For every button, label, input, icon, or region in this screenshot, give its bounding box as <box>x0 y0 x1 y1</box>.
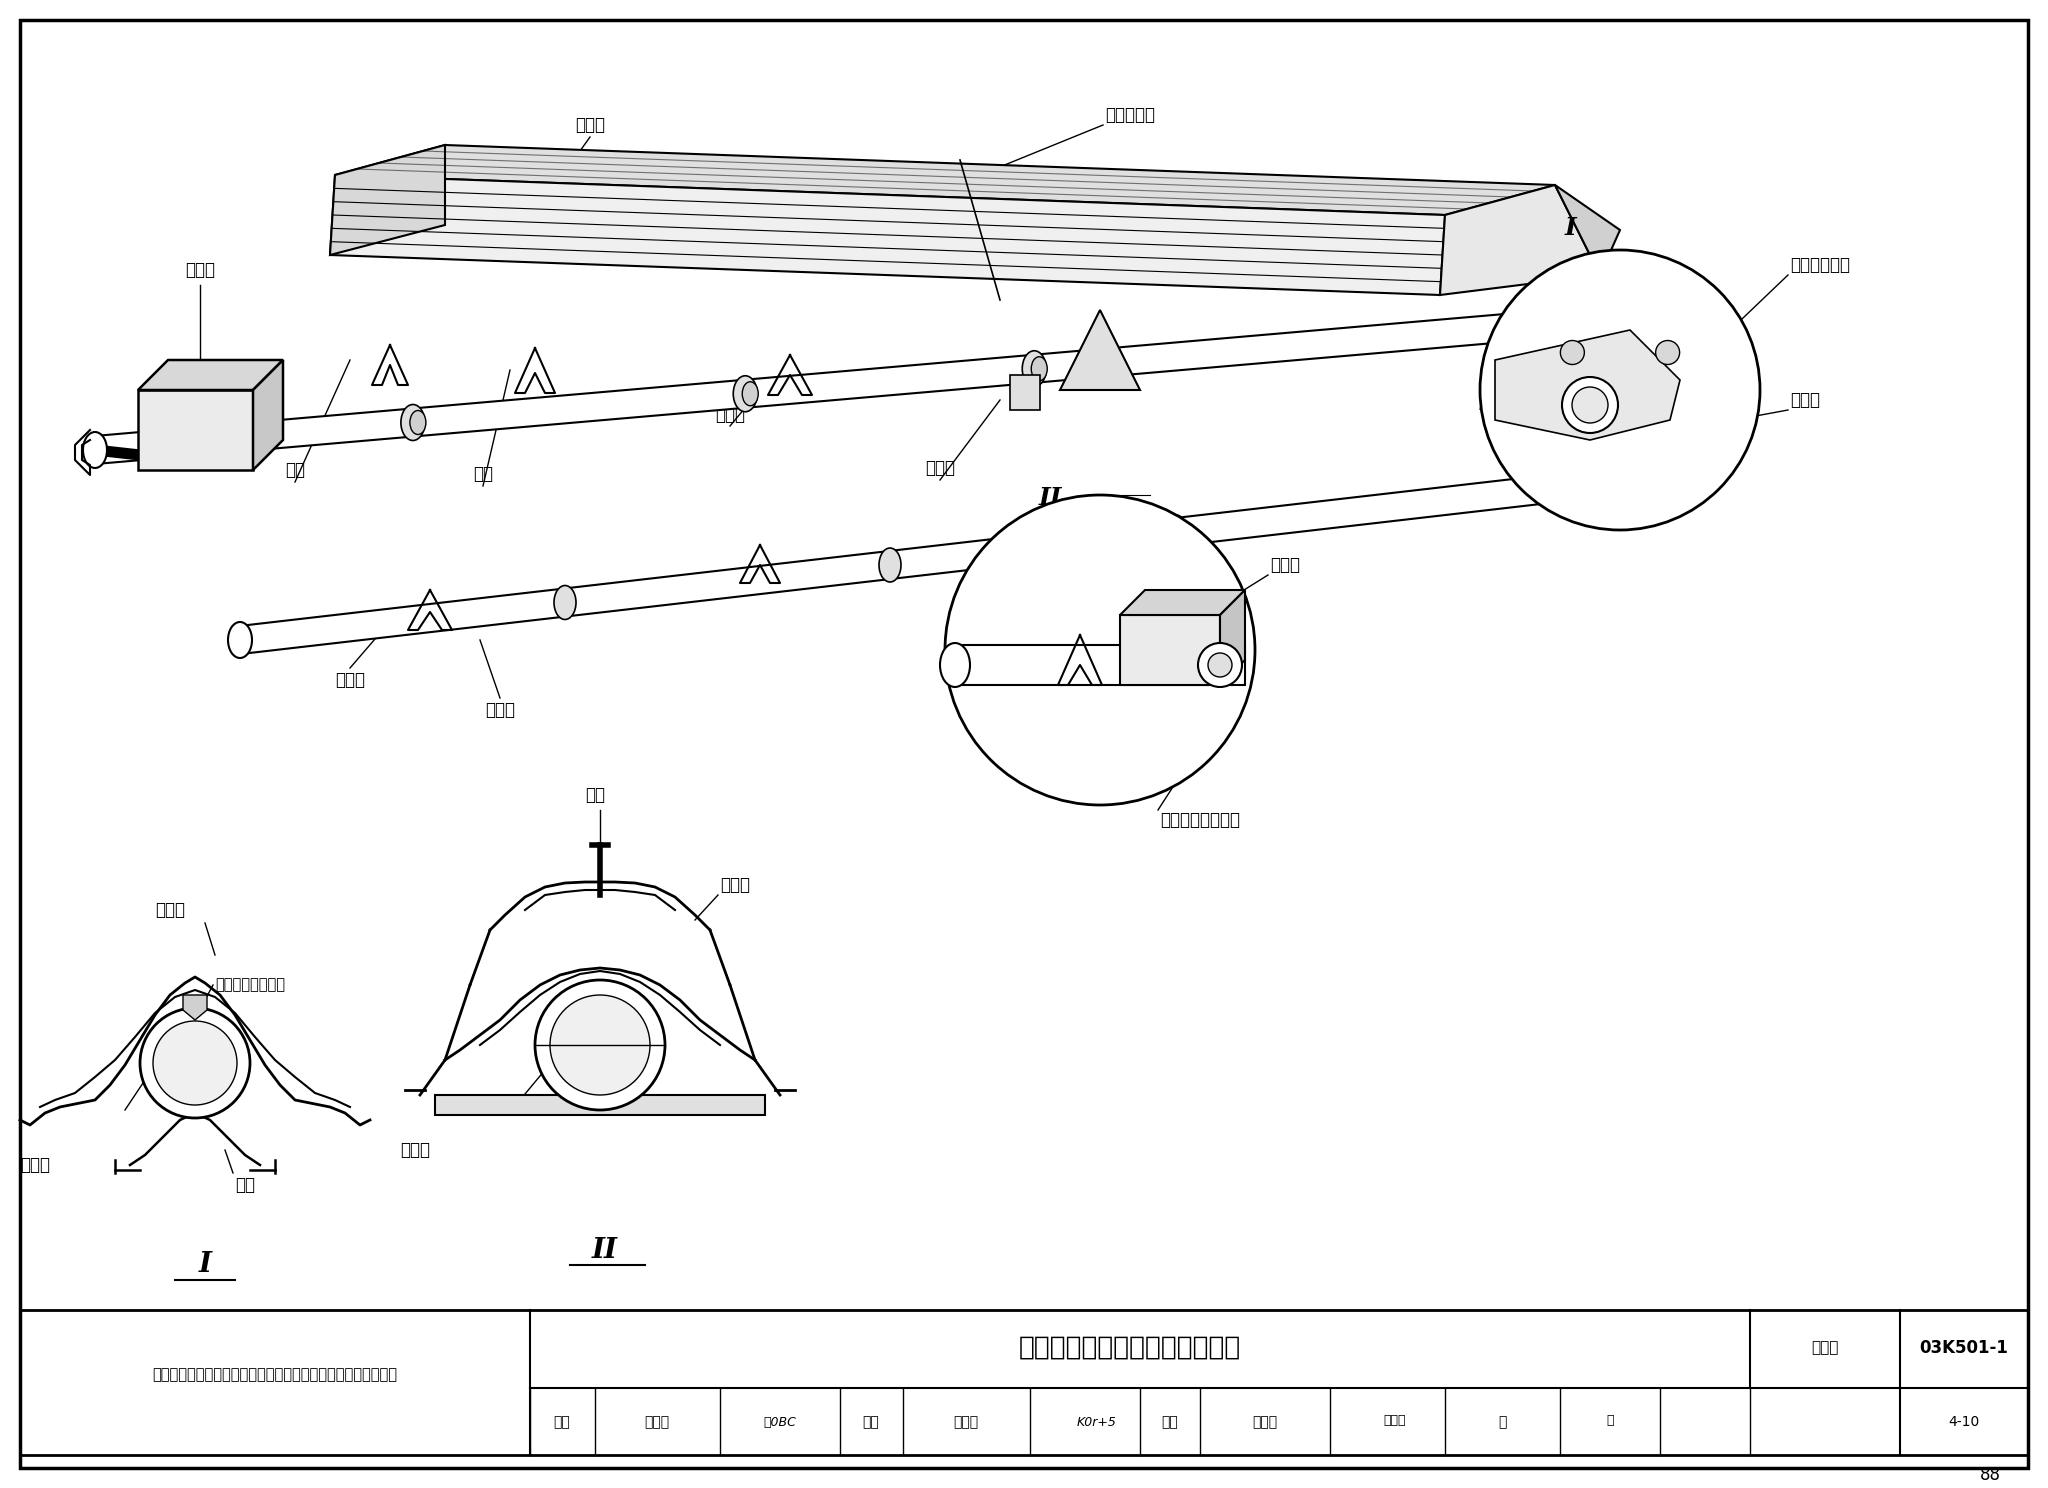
Text: 反射板搭接: 反射板搭接 <box>1106 106 1155 124</box>
Text: 反射板: 反射板 <box>575 116 604 134</box>
Polygon shape <box>238 476 1542 653</box>
Circle shape <box>154 1021 238 1106</box>
Text: 戴海洋: 戴海洋 <box>1384 1414 1407 1427</box>
Text: K0r+5: K0r+5 <box>1077 1415 1116 1428</box>
Ellipse shape <box>1032 357 1047 381</box>
Polygon shape <box>1120 591 1245 615</box>
Polygon shape <box>254 360 283 470</box>
Polygon shape <box>330 176 1446 295</box>
Polygon shape <box>954 644 1245 684</box>
Text: 辐射管末端通风扇: 辐射管末端通风扇 <box>1159 811 1239 829</box>
Text: 辐射管: 辐射管 <box>20 1156 49 1174</box>
Text: 托架: 托架 <box>236 1176 256 1193</box>
Text: I: I <box>1565 216 1575 240</box>
Text: II: II <box>1038 487 1061 510</box>
Text: 审核: 审核 <box>553 1415 571 1428</box>
Polygon shape <box>1440 185 1599 295</box>
Text: 4-10: 4-10 <box>1948 1415 1980 1428</box>
Ellipse shape <box>741 382 758 406</box>
Text: 页: 页 <box>1497 1415 1505 1428</box>
Circle shape <box>1573 387 1608 423</box>
Text: I: I <box>199 1251 211 1278</box>
Ellipse shape <box>555 585 575 619</box>
Ellipse shape <box>1165 515 1188 549</box>
Polygon shape <box>1495 330 1679 440</box>
Circle shape <box>551 995 649 1095</box>
Ellipse shape <box>227 622 252 658</box>
Polygon shape <box>1554 185 1620 275</box>
Ellipse shape <box>84 432 106 469</box>
Circle shape <box>139 1007 250 1117</box>
Polygon shape <box>94 311 1542 464</box>
Text: 反射板: 反射板 <box>721 876 750 894</box>
Text: 反射板末端盖: 反射板末端盖 <box>1790 256 1849 274</box>
Circle shape <box>1655 341 1679 365</box>
Circle shape <box>1198 643 1241 687</box>
Ellipse shape <box>1022 351 1047 387</box>
Text: 戴: 戴 <box>1606 1414 1614 1427</box>
Text: 紧螺丝: 紧螺丝 <box>715 406 745 424</box>
Circle shape <box>535 981 666 1110</box>
Text: 03K501-1: 03K501-1 <box>1919 1339 2009 1357</box>
Text: 紧螺丝: 紧螺丝 <box>1790 391 1821 409</box>
Bar <box>1010 375 1040 411</box>
Text: 辐射管: 辐射管 <box>399 1141 430 1159</box>
Polygon shape <box>330 144 444 254</box>
Text: 反射板: 反射板 <box>156 902 184 920</box>
Text: 用六角头螺栓上紧: 用六角头螺栓上紧 <box>215 978 285 992</box>
Ellipse shape <box>410 411 426 434</box>
Text: 吐架: 吐架 <box>586 786 604 804</box>
Text: 设计: 设计 <box>1161 1415 1178 1428</box>
Polygon shape <box>336 144 1554 214</box>
Text: 燃气辐射供暖系统装配图（三）: 燃气辐射供暖系统装配图（三） <box>1018 1335 1241 1362</box>
Circle shape <box>944 496 1255 805</box>
Circle shape <box>1563 376 1618 433</box>
Text: 注：本图根据青岛森普热能有限公司青岛办事处提供资料编制。: 注：本图根据青岛森普热能有限公司青岛办事处提供资料编制。 <box>152 1367 397 1382</box>
Text: 发生器: 发生器 <box>1270 557 1300 574</box>
Text: 白小步: 白小步 <box>954 1415 979 1428</box>
Polygon shape <box>1061 310 1141 390</box>
Text: 托架: 托架 <box>473 464 494 484</box>
Text: 戴海洋: 戴海洋 <box>1253 1415 1278 1428</box>
Ellipse shape <box>401 405 424 440</box>
Text: 胡卫卫: 胡卫卫 <box>645 1415 670 1428</box>
Circle shape <box>1561 341 1585 365</box>
Bar <box>434 1095 766 1115</box>
Text: 校对: 校对 <box>862 1415 879 1428</box>
Text: 吐架: 吐架 <box>285 461 305 479</box>
Polygon shape <box>182 995 207 1019</box>
Text: 辐射管: 辐射管 <box>485 701 514 719</box>
Text: 88: 88 <box>1980 1466 2001 1484</box>
Circle shape <box>1481 250 1759 530</box>
Text: 发生器: 发生器 <box>184 260 215 280</box>
Bar <box>1120 615 1221 684</box>
Text: 刘0BC: 刘0BC <box>764 1415 797 1428</box>
Text: II: II <box>592 1237 618 1263</box>
Circle shape <box>1208 653 1233 677</box>
Polygon shape <box>137 360 283 390</box>
Text: 图集号: 图集号 <box>1810 1341 1839 1356</box>
Ellipse shape <box>940 643 971 687</box>
Polygon shape <box>1221 591 1245 684</box>
Ellipse shape <box>733 376 758 412</box>
Bar <box>137 390 254 470</box>
Text: 管接头: 管接头 <box>336 671 365 689</box>
Text: 松螺丝: 松螺丝 <box>926 458 954 478</box>
Ellipse shape <box>879 548 901 582</box>
